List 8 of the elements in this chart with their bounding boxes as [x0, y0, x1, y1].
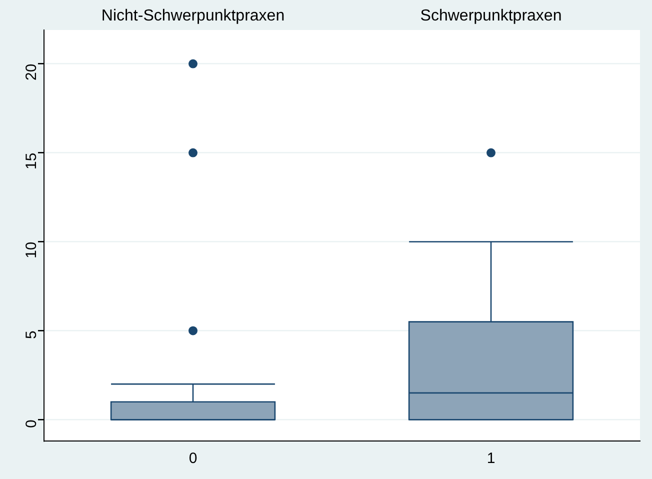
- y-tick-label: 20: [23, 64, 40, 80]
- y-tick-label: 15: [23, 152, 40, 170]
- y-tick-label: 0: [23, 420, 40, 428]
- y-tick-label: 10: [23, 242, 40, 258]
- text: Nicht-Schwerpunktpraxen: [101, 7, 285, 24]
- text: Schwerpunktpraxen: [420, 7, 562, 24]
- x-tick-label: 1: [486, 450, 496, 468]
- y-tick-label: 5: [23, 330, 40, 340]
